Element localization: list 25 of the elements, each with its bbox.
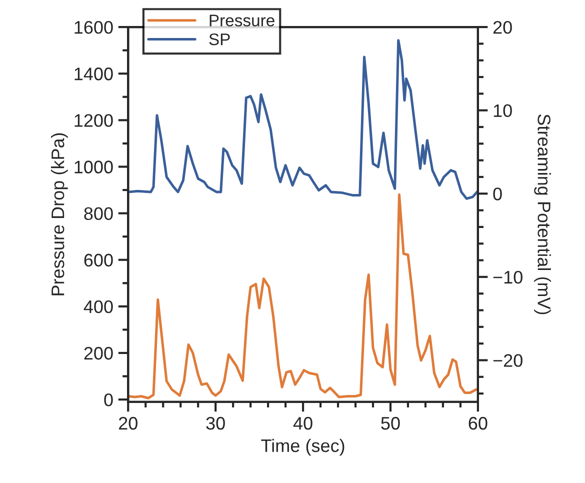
x-tick-label: 50 bbox=[381, 416, 400, 430]
y2-tick-label: 10 bbox=[494, 104, 512, 118]
y2-tick-label: 20 bbox=[493, 20, 512, 34]
x-tick-label: 20 bbox=[118, 416, 138, 430]
y-tick-label: 600 bbox=[84, 254, 113, 267]
y-tick-label: 0 bbox=[104, 393, 113, 406]
x-tick-label: 40 bbox=[293, 416, 312, 430]
y-tick-label: 800 bbox=[84, 207, 113, 220]
x-axis-title: Time (sec) bbox=[261, 438, 344, 456]
y-axis-title: Pressure Drop (kPa) bbox=[50, 133, 68, 296]
line-series bbox=[128, 193, 478, 400]
legend-label: SP bbox=[209, 33, 230, 46]
y-tick-label: 1000 bbox=[74, 160, 113, 174]
y2-axis-title: Streaming Potential (mV) bbox=[534, 114, 551, 314]
y2-tick-label: −20 bbox=[493, 354, 522, 367]
y-tick-label: 1600 bbox=[74, 20, 113, 34]
y-tick-label: 1400 bbox=[74, 68, 113, 80]
y-tick-label: 1200 bbox=[74, 114, 113, 127]
y-tick-label: 400 bbox=[84, 300, 113, 314]
y2-tick-label: 0 bbox=[493, 188, 502, 200]
x-tick-label: 60 bbox=[468, 416, 488, 430]
x-tick-label: 30 bbox=[206, 416, 225, 430]
legend-label: Pressure bbox=[210, 14, 274, 26]
y-tick-label: 200 bbox=[84, 346, 113, 360]
y2-tick-label: −10 bbox=[493, 270, 522, 284]
